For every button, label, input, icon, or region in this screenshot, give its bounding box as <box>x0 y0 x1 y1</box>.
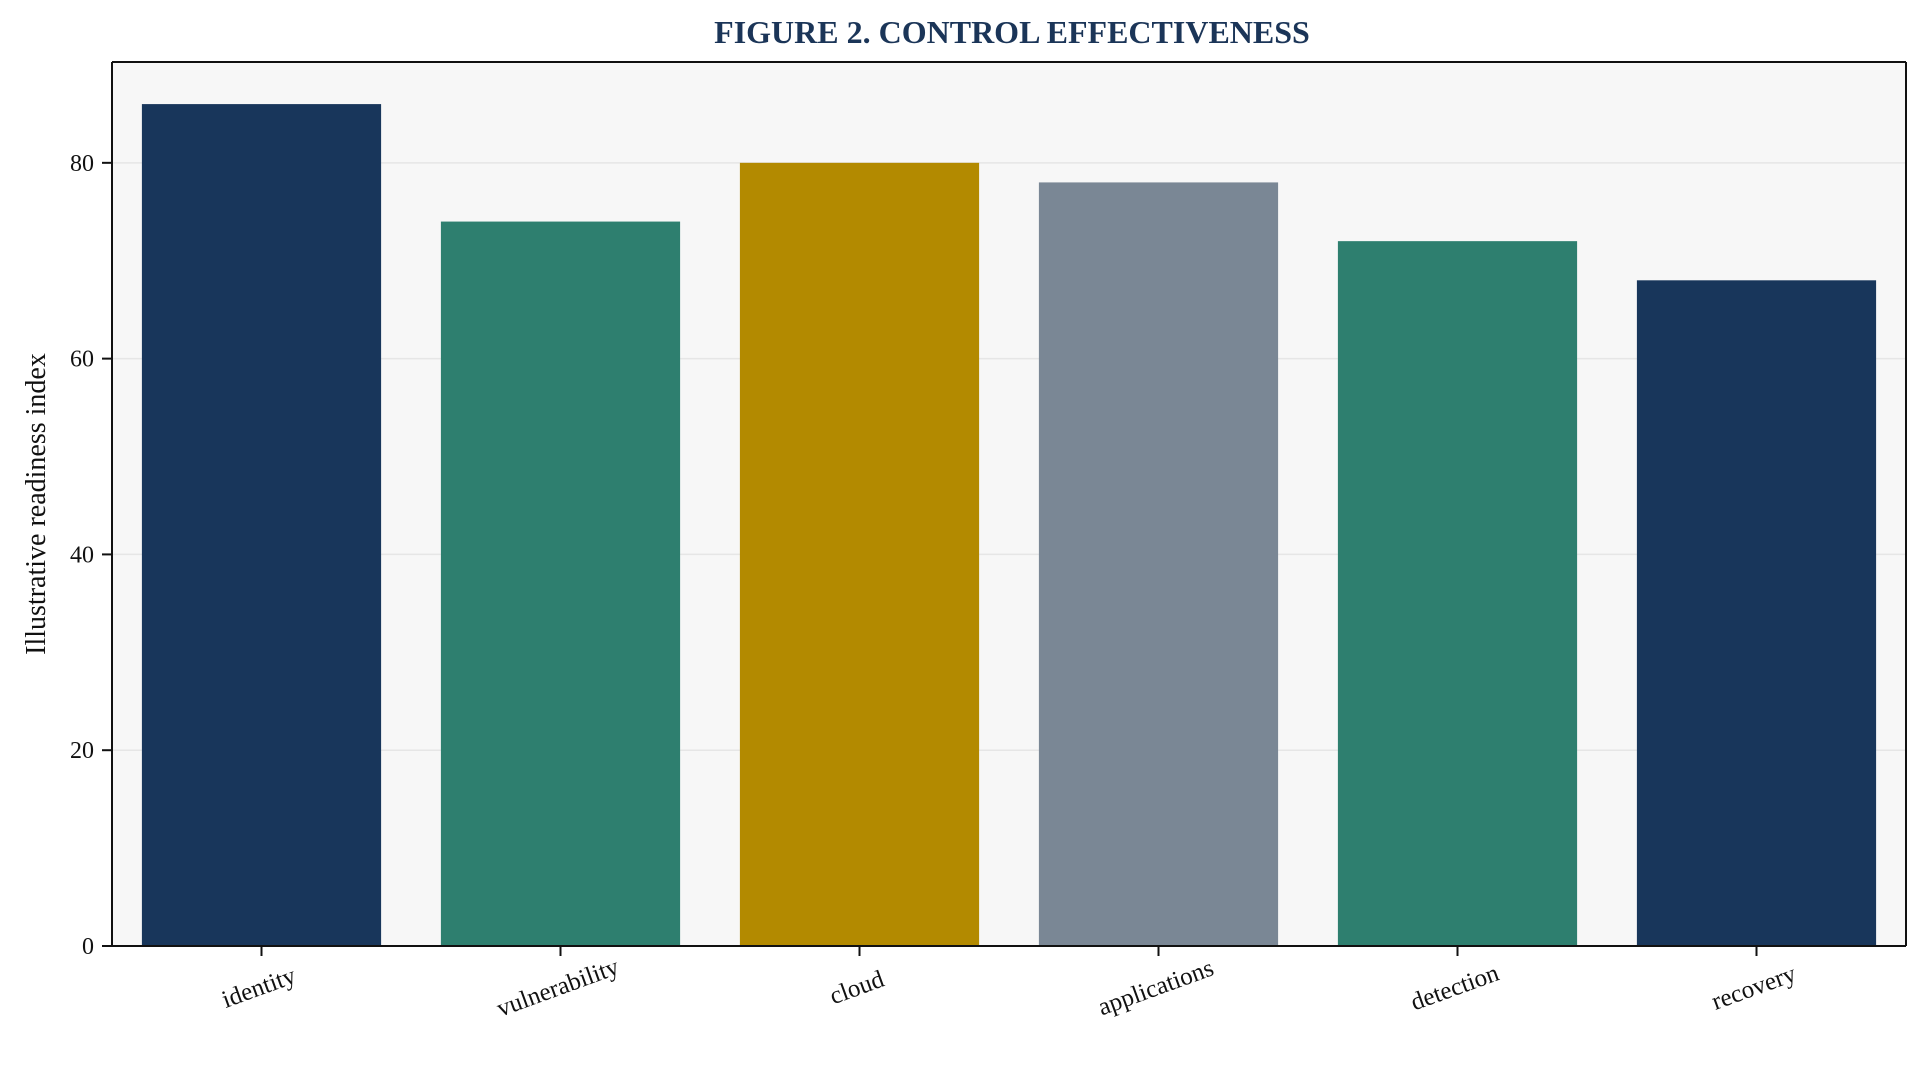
bar-detection <box>1337 241 1578 946</box>
bar-identity <box>141 104 382 947</box>
y-axis-ticks: 0 20 40 60 80 <box>70 151 112 960</box>
y-tick-label-0: 0 <box>82 934 94 960</box>
y-axis-label: Illustrative readiness index <box>21 353 52 655</box>
plot-area <box>112 62 1906 946</box>
bar-vulnerability <box>440 221 681 947</box>
y-tick-label-20: 20 <box>70 738 94 764</box>
bar-recovery <box>1636 280 1877 946</box>
bar-applications <box>1038 182 1279 946</box>
bar-cloud <box>739 162 980 947</box>
grid-lines <box>112 162 1906 751</box>
y-tick-label-40: 40 <box>70 542 94 568</box>
y-tick-label-80: 80 <box>70 151 94 177</box>
y-tick-label-60: 60 <box>70 347 94 373</box>
bar-series <box>141 104 1877 947</box>
chart-title: FIGURE 2. CONTROL EFFECTIVENESS <box>714 14 1310 50</box>
